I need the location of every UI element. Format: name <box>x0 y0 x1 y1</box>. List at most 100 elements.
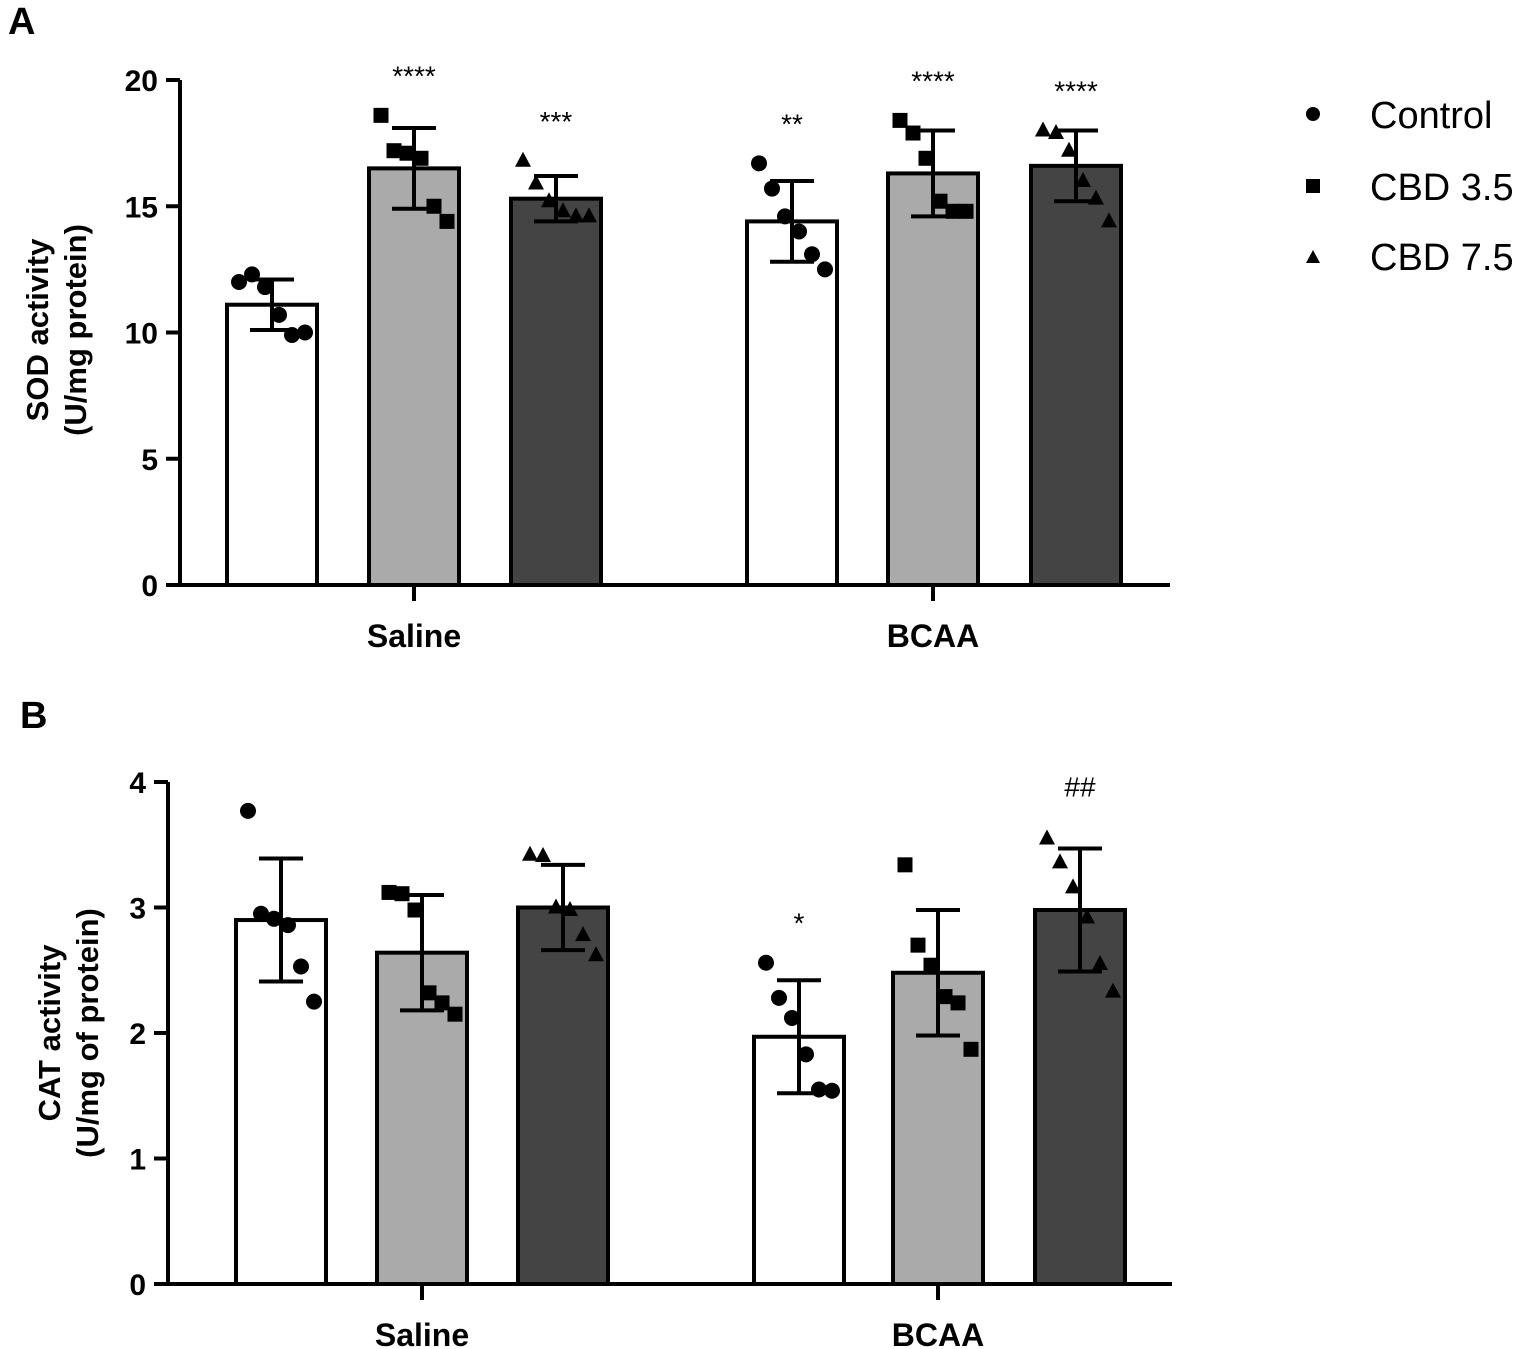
panel-a-saline-cbd-3-5-significance: **** <box>392 60 436 91</box>
panel-a-y-tick-label: 20 <box>125 65 158 98</box>
panel-a-bcaa-cbd-7-5-point <box>1048 124 1064 140</box>
panel-b-saline-cbd-7-5-bar <box>516 905 610 1286</box>
panel-a: A SOD activity (U/mg protein) 0 5 10 15 20 Sa… <box>8 1 1170 654</box>
panel-a-saline-control-point <box>271 306 287 323</box>
legend-marker-circle <box>1306 107 1320 121</box>
panel-b-saline-control-point <box>306 993 322 1010</box>
panel-a-saline-control-point <box>284 327 300 344</box>
panel-b-bcaa-control-group: * <box>752 908 846 1287</box>
panel-b-saline-control-point <box>266 910 282 927</box>
panel-b-bcaa-cbd-7-5-point <box>1092 954 1108 970</box>
panel-a-bcaa-cbd-7-5-point <box>1088 189 1104 205</box>
panel-b-bcaa-cbd-7-5-point <box>1052 853 1068 869</box>
legend-item-cbd-7-5: CBD 7.5 <box>1306 237 1514 279</box>
legend-label-cbd-7-5: CBD 7.5 <box>1370 237 1514 279</box>
panel-a-label: A <box>8 1 35 43</box>
panel-a-y-tick-label: 15 <box>125 191 158 224</box>
legend-marker-triangle <box>1306 250 1320 263</box>
panel-b-bcaa-control-point <box>824 1082 840 1099</box>
panel-a-bcaa-cbd-3-5-point <box>918 150 934 166</box>
panel-b-saline-control-point <box>240 802 256 819</box>
panel-b-saline-cbd-7-5-point <box>588 946 604 962</box>
panel-a-saline-cbd-7-5-point <box>528 174 544 190</box>
panel-a-saline-cbd-3-5-bar <box>367 166 461 587</box>
legend-label-control: Control <box>1370 95 1493 137</box>
panel-b-y-axis: 0 1 2 3 4 <box>129 767 170 1302</box>
panel-a-saline-cbd-7-5-point <box>555 202 571 218</box>
panel-a-y-tick-label: 5 <box>141 444 158 477</box>
panel-b-bcaa-cbd-7-5-significance: ## <box>1064 771 1096 802</box>
legend: Control CBD 3.5 CBD 7.5 <box>1306 95 1514 279</box>
panel-b-saline-cbd-3-5-point <box>434 995 450 1011</box>
panel-b-saline-cbd-7-5-group <box>516 845 610 1286</box>
panel-b-bcaa-cbd-3-5-point <box>923 957 939 973</box>
panel-a-y-tick-label: 10 <box>125 318 158 351</box>
panel-b-bcaa-cbd-7-5-point <box>1039 829 1055 845</box>
panel-b-y-axis-label-line-2: (U/mg of protein) <box>70 908 105 1158</box>
panel-b-x-tick-label-saline: Saline <box>375 1317 469 1349</box>
panel-a-bcaa-control-point <box>764 180 780 197</box>
panel-a-y-axis-label-line-2: (U/mg protein) <box>58 224 93 436</box>
panel-b: B CAT activity (U/mg of protein) 0 1 2 3 4 Sa… <box>20 695 1172 1349</box>
panel-a-saline-cbd-3-5-point <box>426 198 442 214</box>
panel-a-bcaa-cbd-3-5-point <box>958 203 974 219</box>
panel-b-saline-control-group <box>234 802 328 1286</box>
panel-a-bcaa-cbd-3-5-point <box>932 193 948 209</box>
panel-a-bcaa-cbd-3-5-point <box>905 125 921 141</box>
panel-a-bcaa-cbd-7-5-significance: **** <box>1054 76 1098 107</box>
panel-b-saline-cbd-3-5-point <box>407 902 423 918</box>
panel-a-saline-cbd-3-5-point <box>386 143 402 159</box>
panel-a-y-tick-label: 0 <box>141 570 158 603</box>
panel-b-x-axis: Saline BCAA <box>168 1282 1172 1349</box>
panel-b-saline-cbd-3-5-point <box>394 886 410 902</box>
panel-b-saline-control-point <box>293 958 309 975</box>
panel-a-saline-cbd-7-5-point <box>515 151 531 167</box>
panel-b-saline-cbd-7-5-point <box>522 845 538 861</box>
panel-a-saline-control-group <box>225 266 319 587</box>
panel-b-bcaa-cbd-3-5-point <box>963 1041 979 1057</box>
panel-a-bcaa-cbd-7-5-point <box>1061 141 1077 157</box>
panel-a-bcaa-control-group: ** <box>745 108 839 587</box>
panel-a-bcaa-cbd-3-5-point <box>892 112 908 128</box>
panel-a-bcaa-control-point <box>804 246 820 263</box>
panel-b-bcaa-control-point <box>758 954 774 971</box>
panel-b-saline-cbd-3-5-point <box>447 1006 463 1022</box>
panel-b-bcaa-cbd-7-5-point <box>1065 878 1081 894</box>
panel-b-bcaa-cbd-7-5-point <box>1105 982 1121 998</box>
panel-b-y-axis-label: CAT activity (U/mg of protein) <box>32 908 105 1158</box>
panel-b-y-axis-label-line-1: CAT activity <box>32 944 67 1122</box>
panel-a-bcaa-cbd-3-5-group: **** <box>886 65 980 588</box>
panel-a-x-tick-label-bcaa: BCAA <box>887 618 979 654</box>
panel-a-x-axis: Saline BCAA <box>180 583 1170 654</box>
panel-a-saline-control-point <box>297 324 313 341</box>
panel-a-bcaa-cbd-7-5-group: **** <box>1029 76 1123 587</box>
panel-b-y-tick-label: 1 <box>129 1144 146 1177</box>
panel-b-bcaa-cbd-3-5-point <box>950 995 966 1011</box>
panel-a-bcaa-cbd-7-5-point <box>1075 172 1091 187</box>
panel-a-saline-control-point <box>231 274 247 290</box>
panel-b-y-tick-label: 3 <box>129 893 146 926</box>
panel-b-bcaa-cbd-3-5-point <box>897 857 913 873</box>
panel-a-bcaa-cbd-3-5-point <box>945 203 961 219</box>
panel-a-bcaa-cbd-7-5-point <box>1035 121 1051 137</box>
panel-b-saline-control-point <box>253 905 269 922</box>
panel-a-y-axis-label: SOD activity (U/mg protein) <box>20 224 93 436</box>
panel-a-bcaa-control-significance: ** <box>781 108 803 139</box>
panel-a-saline-cbd-3-5-point <box>439 213 455 229</box>
panel-a-saline-control-bar <box>225 302 319 587</box>
panel-a-bcaa-cbd-7-5-point <box>1101 212 1117 228</box>
panel-b-saline-cbd-7-5-point <box>535 847 551 863</box>
panel-b-y-tick-label: 4 <box>129 767 146 800</box>
panel-b-label: B <box>20 695 47 737</box>
panel-b-saline-cbd-3-5-point <box>421 985 437 1001</box>
panel-a-bcaa-control-point <box>791 223 807 240</box>
panel-a-saline-control-point <box>257 279 273 296</box>
panel-a-saline-cbd-3-5-point <box>413 150 429 166</box>
panel-b-bcaa-cbd-3-5-point <box>910 937 926 953</box>
panel-b-saline-cbd-7-5-point <box>575 926 591 942</box>
panel-b-bcaa-cbd-3-5-point <box>937 989 953 1005</box>
panel-b-bcaa-control-point <box>771 989 787 1006</box>
panel-a-saline-cbd-7-5-bar <box>509 196 603 588</box>
panel-b-bcaa-cbd-7-5-group: ## <box>1033 771 1127 1286</box>
